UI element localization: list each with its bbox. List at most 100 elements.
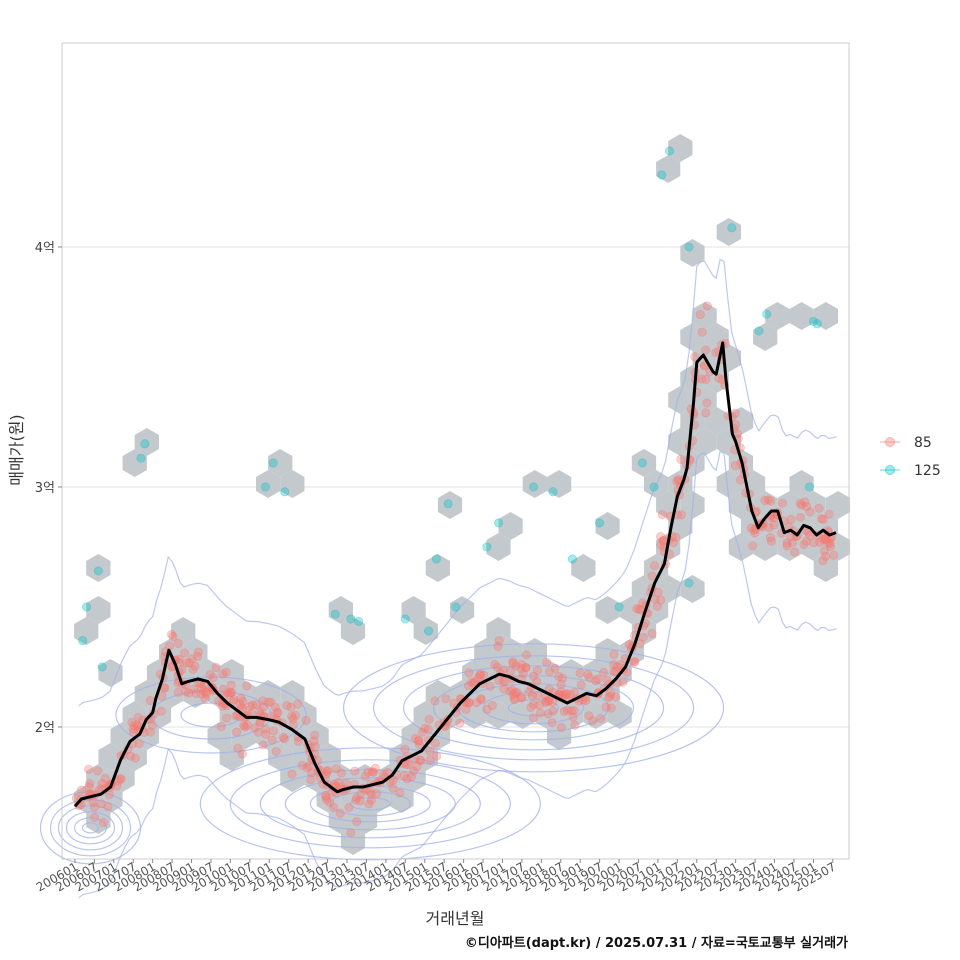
point-85 bbox=[237, 749, 247, 759]
point-85 bbox=[581, 696, 591, 706]
point-85 bbox=[534, 700, 544, 710]
point-85 bbox=[464, 697, 474, 707]
point-85 bbox=[605, 691, 615, 701]
point-125 bbox=[657, 170, 667, 180]
point-85 bbox=[325, 797, 335, 807]
point-85 bbox=[609, 660, 619, 670]
hexbin-cell bbox=[292, 701, 317, 729]
point-85 bbox=[601, 702, 611, 712]
y-tick-label: 2억 bbox=[35, 721, 55, 736]
point-85 bbox=[476, 694, 486, 704]
point-125 bbox=[431, 554, 441, 564]
moving-average-line bbox=[73, 341, 837, 808]
hexbin-cell bbox=[219, 659, 244, 687]
point-125 bbox=[140, 439, 150, 449]
point-125 bbox=[812, 319, 822, 329]
point-85 bbox=[196, 689, 206, 699]
point-85 bbox=[618, 677, 628, 687]
hexbin-cell bbox=[668, 470, 693, 498]
point-85 bbox=[130, 753, 140, 763]
point-85 bbox=[336, 768, 346, 778]
hexbin-cell bbox=[631, 449, 657, 477]
point-85 bbox=[271, 746, 281, 756]
point-85 bbox=[184, 658, 194, 668]
point-85 bbox=[406, 772, 416, 782]
point-85 bbox=[649, 561, 659, 571]
point-85 bbox=[508, 657, 518, 667]
point-85 bbox=[414, 736, 424, 746]
hexbin-cell bbox=[86, 554, 111, 582]
hexbin-cell bbox=[340, 617, 366, 645]
hexbin-cell bbox=[401, 722, 426, 750]
point-85 bbox=[258, 696, 268, 706]
point-85 bbox=[196, 682, 206, 692]
point-85 bbox=[461, 704, 471, 714]
point-85 bbox=[403, 759, 413, 769]
point-85 bbox=[565, 689, 575, 699]
point-85 bbox=[112, 781, 122, 791]
point-85 bbox=[634, 604, 644, 614]
density-contour bbox=[349, 797, 391, 811]
point-85 bbox=[556, 722, 566, 732]
point-85 bbox=[368, 767, 378, 777]
point-125 bbox=[808, 316, 818, 326]
point-85 bbox=[498, 676, 508, 686]
density-contour bbox=[372, 655, 695, 761]
point-85 bbox=[355, 796, 365, 806]
hexbin-cell bbox=[789, 470, 814, 498]
hexbin-cell bbox=[486, 533, 511, 561]
point-85 bbox=[193, 647, 203, 657]
hexbin-cell bbox=[825, 491, 851, 519]
point-125 bbox=[684, 242, 694, 252]
hexbin-cell bbox=[183, 680, 208, 708]
hexbin-cell bbox=[183, 638, 208, 666]
point-85 bbox=[566, 706, 576, 716]
point-85 bbox=[104, 790, 114, 800]
point-85 bbox=[235, 700, 245, 710]
hexbin-cell bbox=[122, 701, 147, 729]
point-85 bbox=[370, 763, 380, 773]
point-85 bbox=[293, 699, 303, 709]
caption: ©디아파트(dapt.kr) / 2025.07.31 / 자료=국토교통부 실… bbox=[465, 935, 848, 951]
point-85 bbox=[821, 551, 831, 561]
point-85 bbox=[267, 735, 277, 745]
x-axis-title: 거래년월 bbox=[426, 909, 485, 928]
hexbin-cell bbox=[401, 596, 426, 624]
point-85 bbox=[201, 689, 211, 699]
point-85 bbox=[653, 587, 663, 597]
point-85 bbox=[200, 694, 210, 704]
hexbin-cell bbox=[777, 491, 802, 519]
point-125 bbox=[482, 542, 492, 552]
point-85 bbox=[612, 662, 622, 672]
point-85 bbox=[134, 739, 144, 749]
point-85 bbox=[190, 661, 200, 671]
point-85 bbox=[568, 712, 578, 722]
point-85 bbox=[790, 547, 800, 557]
point-85 bbox=[815, 537, 825, 547]
point-85 bbox=[801, 536, 811, 546]
point-85 bbox=[532, 666, 542, 676]
point-85 bbox=[632, 604, 642, 614]
point-85 bbox=[420, 723, 430, 733]
point-85 bbox=[205, 670, 215, 680]
hexbin-cell bbox=[243, 701, 269, 729]
point-85 bbox=[524, 687, 534, 697]
hexbin-cell bbox=[692, 302, 717, 330]
point-85 bbox=[570, 720, 580, 730]
point-125 bbox=[614, 602, 624, 612]
hexbin-cell bbox=[425, 554, 450, 582]
hexbin-cell bbox=[692, 386, 717, 414]
point-85 bbox=[602, 675, 612, 685]
hexbin-cell bbox=[595, 680, 620, 708]
point-85 bbox=[533, 690, 543, 700]
point-85 bbox=[309, 736, 319, 746]
density-contour bbox=[78, 258, 837, 707]
point-85 bbox=[690, 352, 700, 362]
point-125 bbox=[330, 609, 340, 619]
point-85 bbox=[98, 818, 108, 828]
point-85 bbox=[473, 673, 483, 683]
point-125 bbox=[93, 566, 103, 576]
point-85 bbox=[297, 760, 307, 770]
hexbin-cell bbox=[595, 638, 620, 666]
